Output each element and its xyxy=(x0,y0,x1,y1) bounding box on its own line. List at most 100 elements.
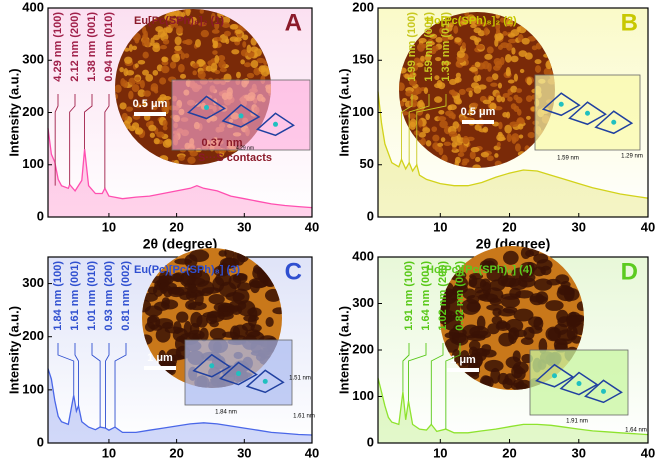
afm-grain xyxy=(210,62,218,71)
x-tick-label: 20 xyxy=(169,445,183,460)
afm-grain xyxy=(468,340,481,351)
afm-grain xyxy=(455,60,461,68)
panel-title: Eu(Pc)[Pc(SPh)₈] (3) xyxy=(134,264,240,276)
afm-grain xyxy=(246,44,252,54)
afm-grain xyxy=(502,31,508,36)
afm-grain xyxy=(482,99,492,105)
afm-grain xyxy=(132,45,138,51)
afm-grain xyxy=(443,141,452,146)
afm-grain xyxy=(162,119,168,127)
afm-grain xyxy=(517,123,524,130)
afm-grain xyxy=(533,278,553,291)
afm-grain xyxy=(507,38,517,44)
area xyxy=(48,368,312,443)
afm-grain xyxy=(175,11,183,19)
afm-grain xyxy=(418,119,423,128)
afm-grain xyxy=(474,38,479,46)
x-tick-label: 20 xyxy=(169,219,183,234)
afm-grain xyxy=(434,57,442,62)
metal-atom xyxy=(238,113,244,119)
peak-leader xyxy=(105,343,110,429)
y-tick-label: 200 xyxy=(22,104,44,119)
peak-leader xyxy=(84,94,93,150)
afm-grain xyxy=(190,16,197,25)
afm-grain xyxy=(478,108,486,113)
afm-grain xyxy=(272,307,282,315)
afm-grain xyxy=(411,63,419,72)
afm-grain xyxy=(505,69,511,77)
afm-grain xyxy=(161,56,167,62)
afm-grain xyxy=(134,76,141,81)
afm-grain xyxy=(180,52,186,60)
y-tick-label: 300 xyxy=(352,295,374,310)
afm-grain xyxy=(474,61,481,68)
panel-letter: A xyxy=(285,9,302,36)
afm-grain xyxy=(408,68,414,74)
afm-grain xyxy=(455,72,461,79)
afm-grain xyxy=(153,137,160,145)
afm-grain xyxy=(131,84,140,93)
y-axis-label: Intensity (a.u.) xyxy=(336,306,351,394)
afm-grain xyxy=(175,25,184,35)
y-tick-label: 200 xyxy=(22,328,44,343)
afm-grain xyxy=(529,293,545,306)
afm-grain xyxy=(448,22,454,28)
metal-atom xyxy=(204,105,209,110)
afm-grain xyxy=(484,359,504,373)
afm-grain xyxy=(234,37,242,42)
molecule xyxy=(221,103,261,128)
molecule xyxy=(192,353,232,378)
afm-grain xyxy=(444,332,461,339)
afm-grain xyxy=(477,44,485,50)
peak-label: 0.82 nm (002) xyxy=(454,261,466,331)
afm-grain xyxy=(572,323,584,336)
afm-grain xyxy=(431,45,439,52)
afm-grain xyxy=(459,144,468,153)
afm-grain xyxy=(513,308,534,322)
afm-grain xyxy=(152,69,159,76)
afm-grain xyxy=(205,65,213,72)
afm-grain xyxy=(514,143,521,152)
peak-label: 0.81 nm (002) xyxy=(120,261,132,331)
afm-grain xyxy=(145,38,150,48)
afm-grain xyxy=(201,287,221,294)
afm-grain xyxy=(197,59,206,67)
afm-grain xyxy=(479,278,492,292)
x-tick-label: 10 xyxy=(102,445,116,460)
afm-grain xyxy=(468,108,473,116)
afm-grain xyxy=(155,26,164,33)
afm-grain xyxy=(242,41,247,48)
afm-grain xyxy=(511,47,516,55)
y-tick-label: 200 xyxy=(352,341,374,356)
peak-label: 1.02 nm (200) xyxy=(437,261,449,331)
molecule xyxy=(256,112,295,137)
afm-grain xyxy=(425,140,432,147)
afm-grain xyxy=(468,90,473,98)
y-axis-label: Intensity (a.u.) xyxy=(336,68,351,156)
afm-grain xyxy=(244,62,252,68)
afm-grain xyxy=(404,73,410,79)
afm-grain xyxy=(447,105,453,111)
afm-grain xyxy=(525,95,533,103)
afm-grain xyxy=(507,96,513,102)
afm-grain xyxy=(123,47,130,52)
afm-grain xyxy=(468,275,478,288)
metal-atom xyxy=(236,371,241,377)
afm-grain xyxy=(195,39,202,48)
afm-grain xyxy=(520,337,534,345)
afm-grain xyxy=(172,17,177,23)
afm-grain xyxy=(506,42,513,51)
inset-label: 1.64 nm xyxy=(625,428,647,434)
afm-grain xyxy=(492,307,502,317)
xrd-line xyxy=(47,128,313,209)
metal-atom xyxy=(262,378,268,384)
afm-grain xyxy=(229,24,239,30)
afm-grain xyxy=(490,82,498,87)
y-tick-label: 0 xyxy=(367,208,374,223)
afm-grain xyxy=(497,274,517,287)
scale-bar xyxy=(447,368,479,372)
afm-grain xyxy=(246,72,255,79)
afm-grain xyxy=(159,282,177,291)
afm-grain xyxy=(217,54,226,62)
afm-grain xyxy=(437,142,444,147)
